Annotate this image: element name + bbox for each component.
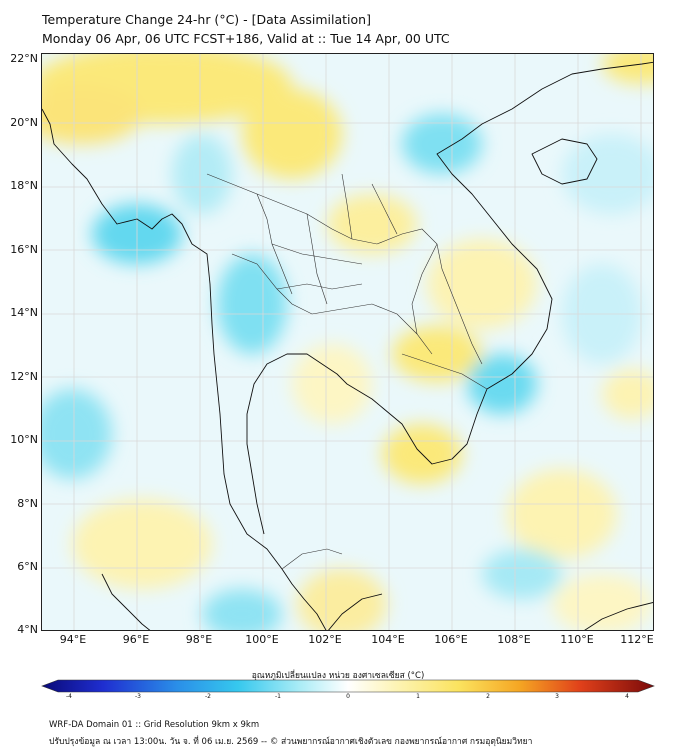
hainan-island (531, 138, 598, 185)
coastline-malay (328, 593, 383, 630)
warm-anomaly (507, 469, 617, 559)
cool-anomaly (217, 254, 287, 354)
lon-label: 102°E (308, 633, 342, 646)
colorbar-tick: 3 (555, 693, 559, 700)
map-subtitle-valid-time: Monday 06 Apr, 06 UTC FCST+186, Valid at… (42, 31, 450, 46)
colorbar-tick: -3 (135, 693, 141, 700)
lat-label: 22°N (10, 52, 38, 65)
graticule (42, 54, 653, 630)
border (306, 213, 328, 305)
warm-anomaly (242, 89, 342, 179)
cool-anomaly (467, 354, 537, 414)
cool-anomaly (482, 549, 562, 599)
coastline-sumatra (101, 573, 151, 630)
footer-credit: ปรับปรุงข้อมูล ณ เวลา 13:00น. วัน จ. ที่… (49, 737, 533, 747)
lon-label: 100°E (245, 633, 279, 646)
cool-anomaly (402, 114, 482, 174)
lat-label: 6°N (17, 560, 38, 573)
warm-anomaly (42, 84, 142, 144)
lat-label: 18°N (10, 179, 38, 192)
warm-anomaly (427, 239, 537, 329)
lon-label: 108°E (497, 633, 531, 646)
colorbar-scale (41, 679, 655, 693)
border (271, 243, 363, 265)
border (206, 173, 483, 365)
warm-anomaly (392, 326, 482, 382)
coastline-gulf (246, 353, 488, 535)
border (341, 173, 353, 240)
border (371, 183, 398, 235)
border (276, 283, 363, 290)
colorbar-label: อุณหภูมิเปลี่ยนแปลง หน่วย องศาเซลเซียส (… (251, 671, 425, 681)
lat-label: 4°N (17, 623, 38, 636)
political-borders (206, 173, 488, 570)
colorbar-tick: 4 (625, 693, 629, 700)
warm-anomaly (297, 569, 387, 630)
temperature-change-map (42, 54, 653, 630)
colorbar-tick: -2 (205, 693, 211, 700)
warm-anomaly (327, 194, 417, 254)
lat-label: 12°N (10, 370, 38, 383)
coastline-vietnam (436, 61, 653, 390)
lon-label: 106°E (434, 633, 468, 646)
map-title: Temperature Change 24-hr (°C) - [Data As… (42, 12, 371, 27)
lon-label: 96°E (122, 633, 150, 646)
lat-label: 8°N (17, 497, 38, 510)
warm-anomaly (72, 499, 212, 589)
colorbar (41, 679, 655, 693)
warm-anomaly (602, 369, 653, 419)
coastline-borneo (584, 602, 653, 630)
cool-anomaly (562, 134, 653, 214)
border (411, 243, 438, 335)
lon-label: 98°E (185, 633, 213, 646)
coastlines (42, 61, 653, 630)
lon-label: 110°E (560, 633, 594, 646)
lat-label: 14°N (10, 306, 38, 319)
map-panel[interactable] (41, 53, 654, 631)
cool-anomaly (172, 134, 232, 214)
border (401, 353, 488, 390)
colorbar-tick: 1 (416, 693, 420, 700)
coastline-west (42, 108, 327, 630)
warm-anomaly (602, 54, 653, 84)
footer-model-info: WRF-DA Domain 01 :: Grid Resolution 9km … (49, 720, 260, 730)
lat-label: 20°N (10, 116, 38, 129)
warm-anomaly (292, 344, 372, 424)
colorbar-tick: 0 (346, 693, 350, 700)
border (231, 253, 433, 355)
lon-label: 104°E (371, 633, 405, 646)
lat-label: 16°N (10, 243, 38, 256)
lat-label: 10°N (10, 433, 38, 446)
colorbar-tick: -1 (275, 693, 281, 700)
cool-anomaly (42, 389, 112, 479)
cool-anomaly (202, 589, 282, 630)
colorbar-tick: 2 (486, 693, 490, 700)
lon-label: 94°E (59, 633, 87, 646)
warm-anomaly (552, 574, 652, 630)
border (281, 548, 343, 570)
lon-label: 112°E (620, 633, 654, 646)
colorbar-tick: -4 (66, 693, 72, 700)
